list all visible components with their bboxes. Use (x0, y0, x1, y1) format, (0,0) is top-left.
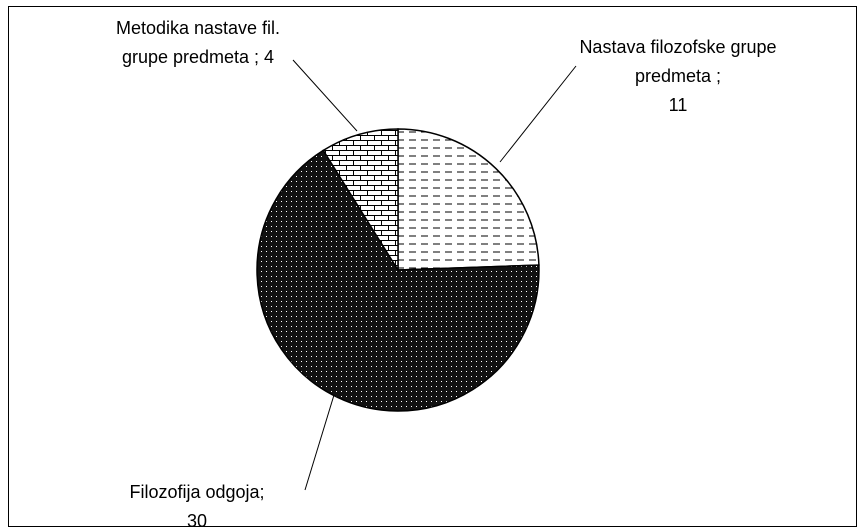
category-label: Metodika nastave fil. grupe predmeta ; (115, 18, 281, 67)
leader-line (499, 65, 577, 163)
leader-line (292, 59, 358, 132)
category-label: Nastava filozofske grupe predmeta ; (579, 37, 777, 86)
slice-label: Filozofija odgoja; 30 (97, 478, 297, 531)
frame (8, 6, 857, 527)
leader-line (304, 394, 335, 491)
slice-label: Metodika nastave fil. grupe predmeta ; 4 (105, 14, 291, 72)
value-label: 11 (668, 95, 688, 115)
value-label: 4 (264, 47, 275, 67)
pie-slice (256, 149, 540, 412)
pie (256, 128, 540, 412)
pie-slice (397, 128, 540, 271)
value-label: 30 (186, 511, 208, 531)
category-label: Filozofija odgoja; (129, 482, 265, 502)
slice-label: Nastava filozofske grupe predmeta ; 11 (578, 33, 778, 120)
pie-slice (322, 128, 399, 273)
leader-lines (292, 59, 577, 491)
